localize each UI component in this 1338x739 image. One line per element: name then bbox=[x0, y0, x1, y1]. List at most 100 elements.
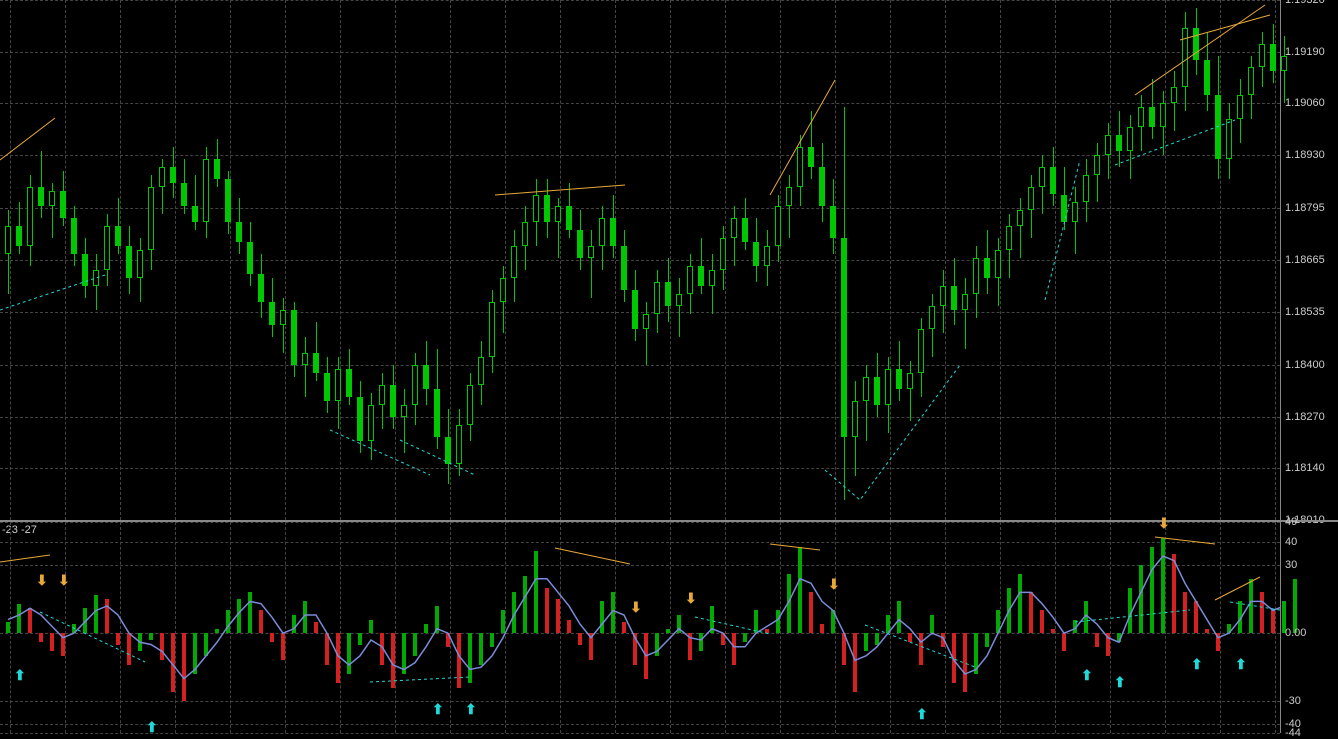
candle[interactable] bbox=[940, 286, 946, 306]
candle[interactable] bbox=[1072, 202, 1078, 222]
indicator-bar[interactable] bbox=[644, 633, 648, 678]
indicator-bar[interactable] bbox=[512, 592, 516, 633]
indicator-bar[interactable] bbox=[1216, 633, 1220, 651]
indicator-bar[interactable] bbox=[226, 610, 230, 633]
indicator-bar[interactable] bbox=[655, 633, 659, 656]
indicator-bar[interactable] bbox=[985, 633, 989, 647]
candle[interactable] bbox=[390, 385, 396, 417]
indicator-bar[interactable] bbox=[831, 610, 835, 633]
indicator-bar[interactable] bbox=[633, 633, 637, 665]
candle[interactable] bbox=[874, 377, 880, 405]
indicator-bar[interactable] bbox=[1128, 588, 1132, 633]
candle[interactable] bbox=[335, 369, 341, 401]
candle[interactable] bbox=[511, 246, 517, 278]
candle[interactable] bbox=[1039, 167, 1045, 187]
indicator-bar[interactable] bbox=[248, 592, 252, 633]
candle[interactable] bbox=[775, 206, 781, 246]
indicator-bar[interactable] bbox=[490, 633, 494, 647]
indicator-bar[interactable] bbox=[886, 615, 890, 633]
indicator-bar[interactable] bbox=[424, 624, 428, 633]
indicator-bar[interactable] bbox=[105, 599, 109, 633]
indicator-bar[interactable] bbox=[1271, 610, 1275, 633]
candle[interactable] bbox=[731, 218, 737, 238]
indicator-bar[interactable] bbox=[732, 633, 736, 665]
indicator-bar[interactable] bbox=[534, 551, 538, 633]
candle[interactable] bbox=[797, 147, 803, 187]
indicator-bar[interactable] bbox=[28, 608, 32, 633]
indicator-bar[interactable] bbox=[1018, 574, 1022, 633]
indicator-bar[interactable] bbox=[963, 633, 967, 692]
candle[interactable] bbox=[269, 302, 275, 326]
candle[interactable] bbox=[841, 238, 847, 436]
indicator-bar[interactable] bbox=[204, 633, 208, 656]
candle[interactable] bbox=[1017, 210, 1023, 226]
indicator-bar[interactable] bbox=[358, 633, 362, 644]
indicator-bar[interactable] bbox=[677, 615, 681, 633]
candle[interactable] bbox=[1237, 95, 1243, 119]
candle[interactable] bbox=[632, 290, 638, 330]
candle[interactable] bbox=[599, 218, 605, 246]
indicator-bar[interactable] bbox=[930, 615, 934, 633]
indicator-bar[interactable] bbox=[237, 599, 241, 633]
candle[interactable] bbox=[1226, 119, 1232, 159]
candle[interactable] bbox=[786, 187, 792, 207]
candle[interactable] bbox=[203, 159, 209, 223]
indicator-bar[interactable] bbox=[6, 622, 10, 633]
candle[interactable] bbox=[137, 250, 143, 278]
indicator-bar[interactable] bbox=[1040, 610, 1044, 633]
indicator-bar[interactable] bbox=[72, 624, 76, 633]
indicator-bar[interactable] bbox=[127, 633, 131, 665]
candle[interactable] bbox=[324, 373, 330, 401]
candle[interactable] bbox=[610, 218, 616, 246]
candle[interactable] bbox=[1259, 44, 1265, 68]
candle[interactable] bbox=[643, 314, 649, 330]
candle[interactable] bbox=[1116, 135, 1122, 151]
candle[interactable] bbox=[60, 191, 66, 219]
candle[interactable] bbox=[533, 195, 539, 223]
candle[interactable] bbox=[544, 195, 550, 223]
candle[interactable] bbox=[1127, 127, 1133, 151]
indicator-bar[interactable] bbox=[743, 633, 747, 642]
candle[interactable] bbox=[478, 357, 484, 385]
indicator-bar[interactable] bbox=[952, 633, 956, 683]
indicator-bar[interactable] bbox=[589, 633, 593, 660]
candle[interactable] bbox=[621, 246, 627, 290]
indicator-bar[interactable] bbox=[116, 633, 120, 644]
candle[interactable] bbox=[742, 218, 748, 242]
candle[interactable] bbox=[918, 329, 924, 373]
indicator-bar[interactable] bbox=[446, 633, 450, 647]
indicator-bar[interactable] bbox=[1062, 633, 1066, 651]
candle[interactable] bbox=[665, 282, 671, 306]
candle[interactable] bbox=[819, 167, 825, 207]
candle[interactable] bbox=[709, 270, 715, 286]
candle[interactable] bbox=[93, 270, 99, 286]
indicator-bar[interactable] bbox=[457, 633, 461, 687]
candle[interactable] bbox=[1248, 67, 1254, 95]
candle[interactable] bbox=[1006, 226, 1012, 250]
candle[interactable] bbox=[687, 266, 693, 294]
indicator-bar[interactable] bbox=[1073, 620, 1077, 634]
indicator-bar[interactable] bbox=[380, 633, 384, 665]
indicator-bar[interactable] bbox=[754, 610, 758, 633]
indicator-bar[interactable] bbox=[83, 608, 87, 633]
candle[interactable] bbox=[522, 222, 528, 246]
candle[interactable] bbox=[973, 258, 979, 294]
indicator-bar[interactable] bbox=[798, 547, 802, 633]
candle[interactable] bbox=[1182, 28, 1188, 88]
indicator-bar[interactable] bbox=[391, 633, 395, 687]
candle[interactable] bbox=[368, 405, 374, 441]
indicator-bar[interactable] bbox=[50, 633, 54, 651]
candle[interactable] bbox=[313, 353, 319, 373]
candle[interactable] bbox=[984, 258, 990, 278]
candle[interactable] bbox=[907, 373, 913, 389]
candle[interactable] bbox=[720, 238, 726, 270]
candle[interactable] bbox=[38, 187, 44, 207]
candle[interactable] bbox=[181, 183, 187, 207]
indicator-bar[interactable] bbox=[259, 610, 263, 633]
indicator-bar[interactable] bbox=[1084, 601, 1088, 633]
candle[interactable] bbox=[1171, 87, 1177, 103]
candle[interactable] bbox=[995, 250, 1001, 278]
indicator-bar[interactable] bbox=[765, 629, 769, 634]
candle[interactable] bbox=[379, 385, 385, 405]
indicator-bar[interactable] bbox=[1161, 538, 1165, 633]
